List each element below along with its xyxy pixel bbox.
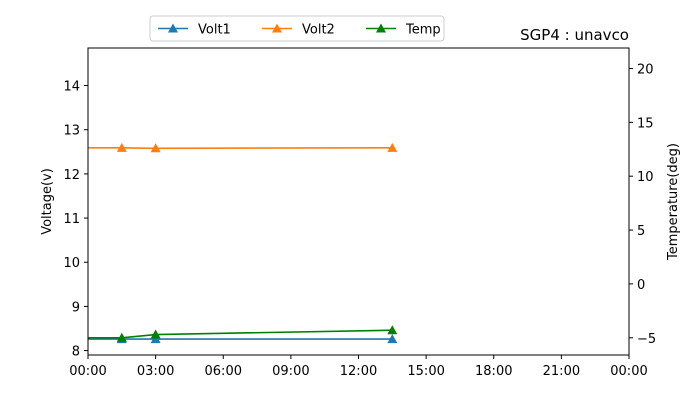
y-axis-label: Voltage(v)	[40, 168, 55, 235]
legend-marker	[376, 23, 386, 33]
x-tick-label: 12:00	[340, 364, 377, 379]
x-tick-label: 00:00	[69, 364, 106, 379]
y-axis-right-label: Temperature(deg)	[666, 143, 681, 261]
legend-marker	[272, 23, 282, 33]
data-point	[387, 325, 398, 335]
series-temp	[88, 325, 398, 342]
series-line	[88, 329, 393, 339]
legend-label: Volt2	[302, 23, 335, 38]
chart-title: SGP4 : unavco	[520, 26, 629, 44]
y-axis-left: 8 9 10 11 12 13 14	[63, 80, 88, 360]
y-axis-right: −5 0 5 10 15 20	[629, 62, 656, 347]
y-tick-label: 14	[63, 80, 80, 95]
y-right-tick-label: 0	[637, 278, 645, 293]
y-tick-label: 9	[72, 300, 80, 315]
x-tick-label: 00:00	[610, 364, 647, 379]
legend-item-temp: Temp	[366, 23, 441, 38]
data-point	[150, 334, 161, 344]
data-point	[387, 334, 398, 344]
data-point	[387, 142, 398, 152]
x-tick-label: 09:00	[272, 364, 309, 379]
y-right-tick-label: 10	[637, 170, 654, 185]
legend: Volt1 Volt2 Temp	[149, 15, 445, 42]
x-tick-label: 18:00	[475, 364, 512, 379]
legend-item-volt2: Volt2	[262, 23, 335, 38]
x-axis: 00:00 03:00 06:00 09:00 12:00 15:00 18:00 21:00…	[69, 355, 648, 379]
data-point	[116, 332, 127, 342]
y-right-tick-label: 20	[637, 62, 654, 77]
x-tick-label: 06:00	[205, 364, 242, 379]
legend-item-volt1: Volt1	[158, 23, 231, 38]
y-tick-label: 8	[72, 345, 80, 360]
y-right-tick-label: 15	[637, 116, 654, 131]
y-right-tick-label: −5	[637, 332, 656, 347]
x-tick-label: 21:00	[543, 364, 580, 379]
legend-label: Temp	[405, 23, 441, 38]
series-layer	[88, 142, 398, 344]
data-point	[116, 142, 127, 152]
legend-label: Volt1	[198, 23, 231, 38]
x-tick-label: 03:00	[137, 364, 174, 379]
y-tick-label: 12	[63, 168, 80, 183]
data-point	[150, 143, 161, 153]
y-right-tick-label: 5	[637, 224, 645, 239]
data-point	[150, 329, 161, 339]
y-tick-label: 10	[63, 256, 80, 271]
y-tick-label: 11	[63, 212, 80, 227]
x-tick-label: 15:00	[407, 364, 444, 379]
legend-box	[149, 15, 445, 42]
series-volt2	[88, 142, 398, 153]
y-tick-label: 13	[63, 124, 80, 139]
legend-marker	[168, 23, 178, 33]
